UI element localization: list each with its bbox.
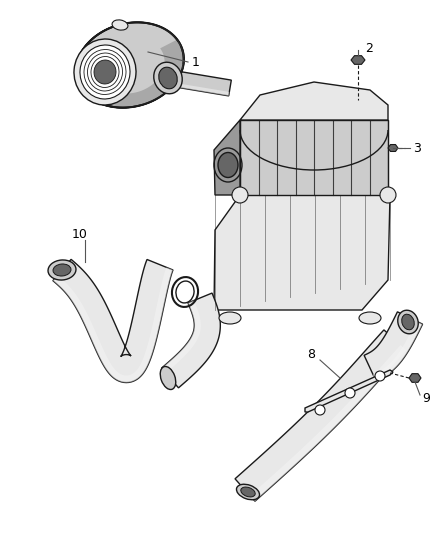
Ellipse shape (154, 62, 182, 94)
Polygon shape (351, 55, 365, 64)
Ellipse shape (219, 312, 241, 324)
Ellipse shape (94, 60, 116, 84)
Text: 10: 10 (72, 229, 88, 241)
Text: 2: 2 (365, 42, 373, 54)
Ellipse shape (218, 152, 238, 177)
Ellipse shape (176, 281, 194, 303)
Polygon shape (305, 370, 393, 412)
Ellipse shape (74, 39, 136, 105)
Polygon shape (388, 144, 398, 151)
Polygon shape (409, 374, 421, 382)
Polygon shape (162, 301, 201, 373)
Polygon shape (53, 268, 173, 383)
Polygon shape (250, 345, 406, 501)
Ellipse shape (80, 45, 130, 99)
Polygon shape (76, 22, 184, 108)
Ellipse shape (398, 310, 418, 334)
Ellipse shape (53, 264, 71, 276)
Ellipse shape (112, 20, 128, 30)
Ellipse shape (160, 367, 176, 390)
Polygon shape (162, 293, 220, 388)
Polygon shape (53, 260, 173, 383)
Polygon shape (235, 330, 406, 501)
Ellipse shape (241, 487, 255, 497)
Circle shape (375, 371, 385, 381)
Polygon shape (214, 120, 240, 195)
Polygon shape (364, 312, 423, 381)
Ellipse shape (48, 260, 76, 280)
Polygon shape (240, 120, 388, 195)
Ellipse shape (359, 312, 381, 324)
Ellipse shape (232, 187, 248, 203)
Polygon shape (240, 82, 388, 120)
Ellipse shape (237, 484, 260, 500)
Circle shape (315, 405, 325, 415)
Polygon shape (169, 82, 230, 96)
Text: 8: 8 (307, 349, 315, 361)
Ellipse shape (402, 314, 414, 330)
Ellipse shape (380, 187, 396, 203)
Text: 3: 3 (413, 141, 421, 155)
Text: 9: 9 (422, 392, 430, 405)
Polygon shape (93, 39, 184, 108)
Polygon shape (373, 321, 423, 381)
Text: 1: 1 (192, 55, 200, 69)
Ellipse shape (159, 67, 177, 89)
Circle shape (345, 388, 355, 398)
Polygon shape (214, 195, 390, 310)
Polygon shape (169, 70, 231, 96)
